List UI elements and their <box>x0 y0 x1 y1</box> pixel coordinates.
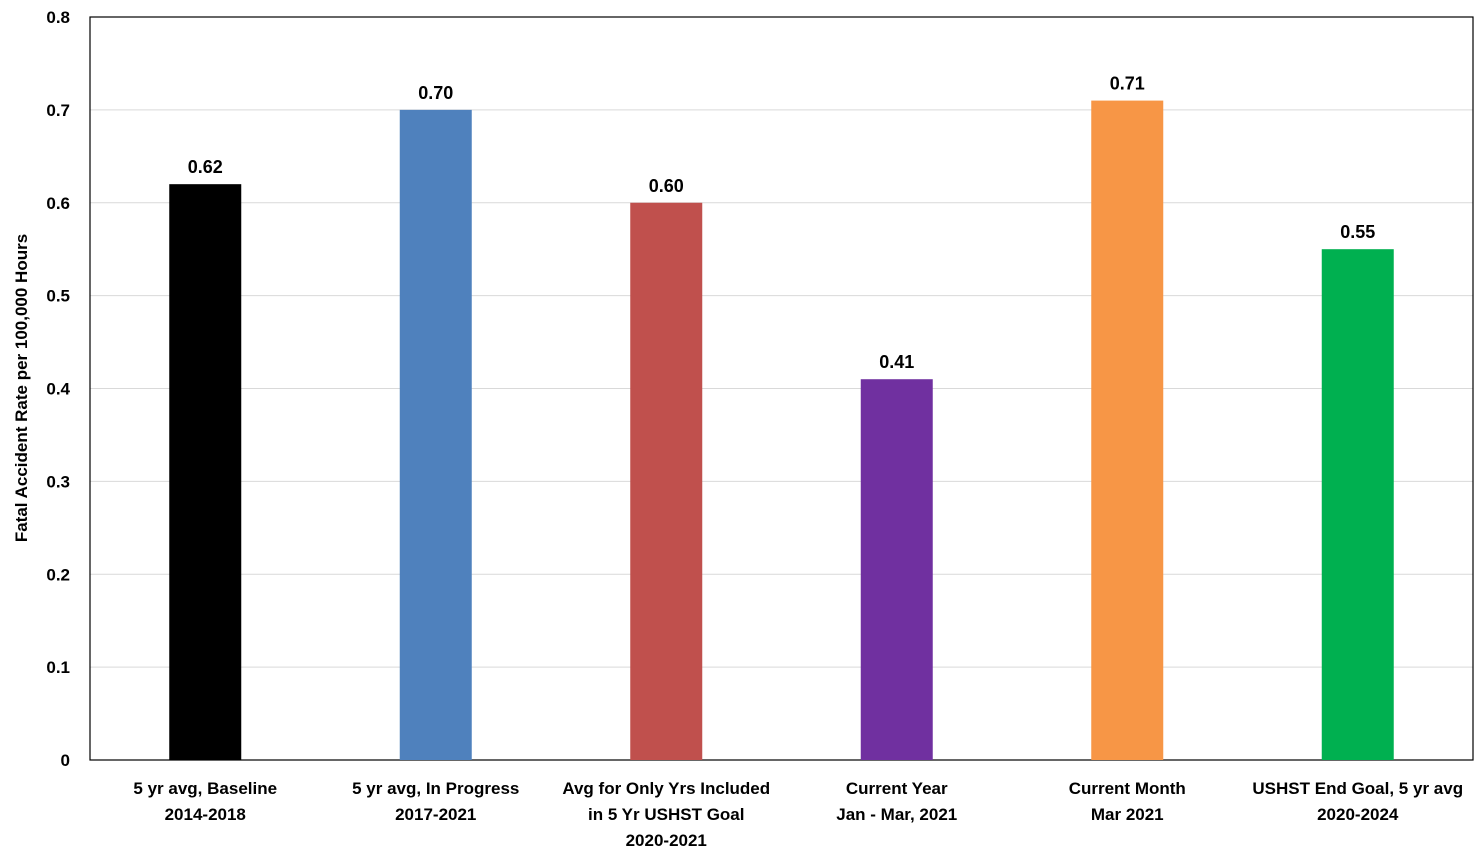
data-label: 0.62 <box>188 157 223 177</box>
category-label: 2020-2024 <box>1317 805 1399 824</box>
data-labels: 0.62 0.70 0.60 0.41 0.71 0.55 <box>188 74 1376 373</box>
y-tick-label: 0.1 <box>46 658 70 677</box>
category-label: Mar 2021 <box>1091 805 1164 824</box>
category-label: 2017-2021 <box>395 805 476 824</box>
y-tick-label: 0.2 <box>46 565 70 584</box>
category-label: Current Month <box>1069 779 1186 798</box>
data-label: 0.41 <box>879 352 914 372</box>
y-tick-label: 0.3 <box>46 472 70 491</box>
bar <box>399 109 472 760</box>
y-tick-label: 0.4 <box>46 380 70 399</box>
y-tick-label: 0.5 <box>46 287 70 306</box>
category-label: 2014-2018 <box>165 805 246 824</box>
y-axis-ticks: 0 0.1 0.2 0.3 0.4 0.5 0.6 0.7 0.8 <box>46 8 70 770</box>
y-tick-label: 0.8 <box>46 8 70 27</box>
y-tick-label: 0.7 <box>46 101 70 120</box>
data-label: 0.60 <box>649 176 684 196</box>
data-label: 0.71 <box>1110 74 1145 94</box>
category-label: 5 yr avg, Baseline <box>133 779 277 798</box>
gridlines <box>90 109 1473 668</box>
category-label: in 5 Yr USHST Goal <box>588 805 745 824</box>
data-label: 0.70 <box>418 83 453 103</box>
bar <box>1091 100 1164 760</box>
category-label: 2020-2021 <box>626 831 707 850</box>
category-label: USHST End Goal, 5 yr avg <box>1252 779 1463 798</box>
category-label: Jan - Mar, 2021 <box>836 805 957 824</box>
data-label: 0.55 <box>1340 222 1375 242</box>
bar <box>169 184 242 761</box>
category-label: Avg for Only Yrs Included <box>562 779 770 798</box>
bar <box>630 202 703 760</box>
category-label: Current Year <box>846 779 948 798</box>
plot-area-border <box>89 16 1474 761</box>
y-tick-label: 0 <box>61 751 70 770</box>
bars <box>169 100 1394 761</box>
category-labels: 5 yr avg, Baseline 2014-2018 5 yr avg, In … <box>133 779 1463 850</box>
bar <box>860 379 933 760</box>
bar <box>1321 249 1394 760</box>
category-label: 5 yr avg, In Progress <box>352 779 519 798</box>
y-axis-label: Fatal Accident Rate per 100,000 Hours <box>12 234 31 542</box>
y-tick-label: 0.6 <box>46 194 70 213</box>
